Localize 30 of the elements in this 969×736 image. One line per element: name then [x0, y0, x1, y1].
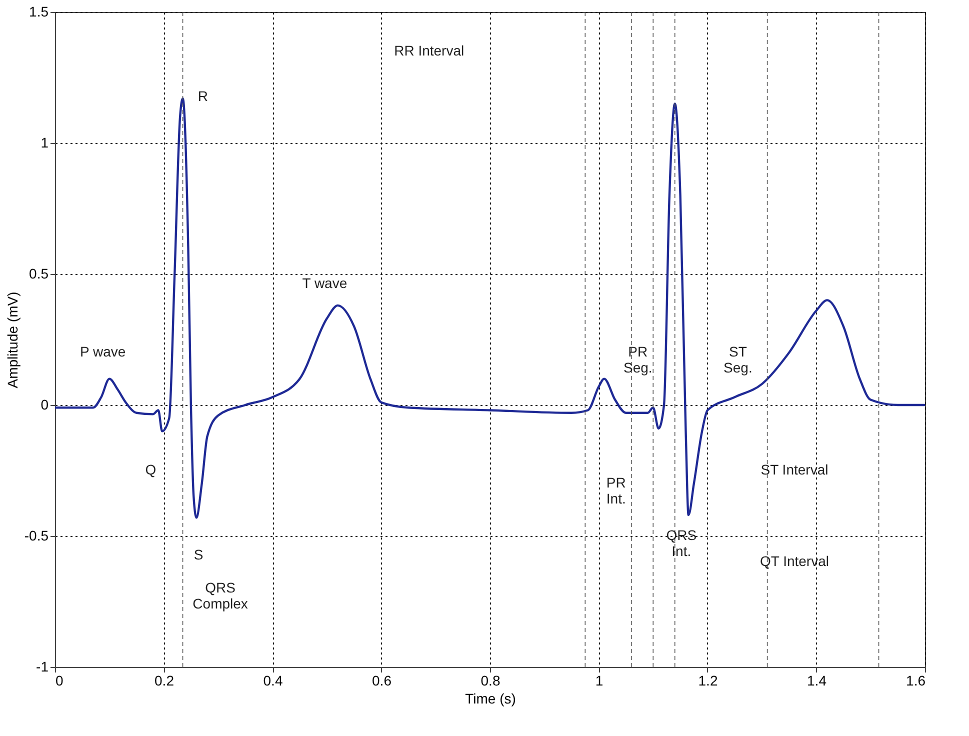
y-tick-label: 0	[40, 396, 49, 412]
annotation: T wave	[302, 274, 348, 291]
x-tick-label: 1.6	[906, 672, 926, 688]
annotation: QRS Complex	[192, 579, 248, 612]
x-axis-title: Time (s)	[465, 690, 516, 706]
y-tick-label: -0.5	[24, 528, 49, 544]
annotation: QT Interval	[760, 553, 829, 570]
y-tick-label: 1	[40, 134, 49, 150]
annotation: P wave	[80, 344, 126, 360]
x-tick-label: 0.8	[480, 672, 500, 688]
y-tick-label: 1.5	[29, 4, 49, 20]
x-tick-label: 0.2	[154, 672, 174, 688]
annotation: PR Seg.	[623, 344, 652, 376]
x-tick-label: 0.6	[372, 672, 392, 688]
annotation: ST Interval	[760, 462, 828, 478]
y-axis-title: Amplitude (mV)	[4, 292, 20, 388]
annotation: PR Int.	[606, 474, 626, 507]
x-tick-label: 0	[56, 672, 64, 688]
annotation: Q	[145, 462, 156, 478]
x-tick-label: 0.4	[263, 672, 283, 688]
annotation: R	[198, 88, 208, 104]
y-tick-label: 0.5	[29, 266, 49, 282]
y-tick-label: -1	[36, 658, 49, 674]
x-tick-label: 1.4	[807, 672, 827, 688]
annotation: QRS Int.	[666, 527, 697, 559]
x-tick-label: 1	[595, 672, 604, 688]
annotation: S	[194, 546, 204, 563]
x-tick-label: 1.2	[698, 672, 718, 688]
annotation: ST Seg.	[724, 344, 752, 376]
annotation: RR Interval	[394, 42, 464, 58]
